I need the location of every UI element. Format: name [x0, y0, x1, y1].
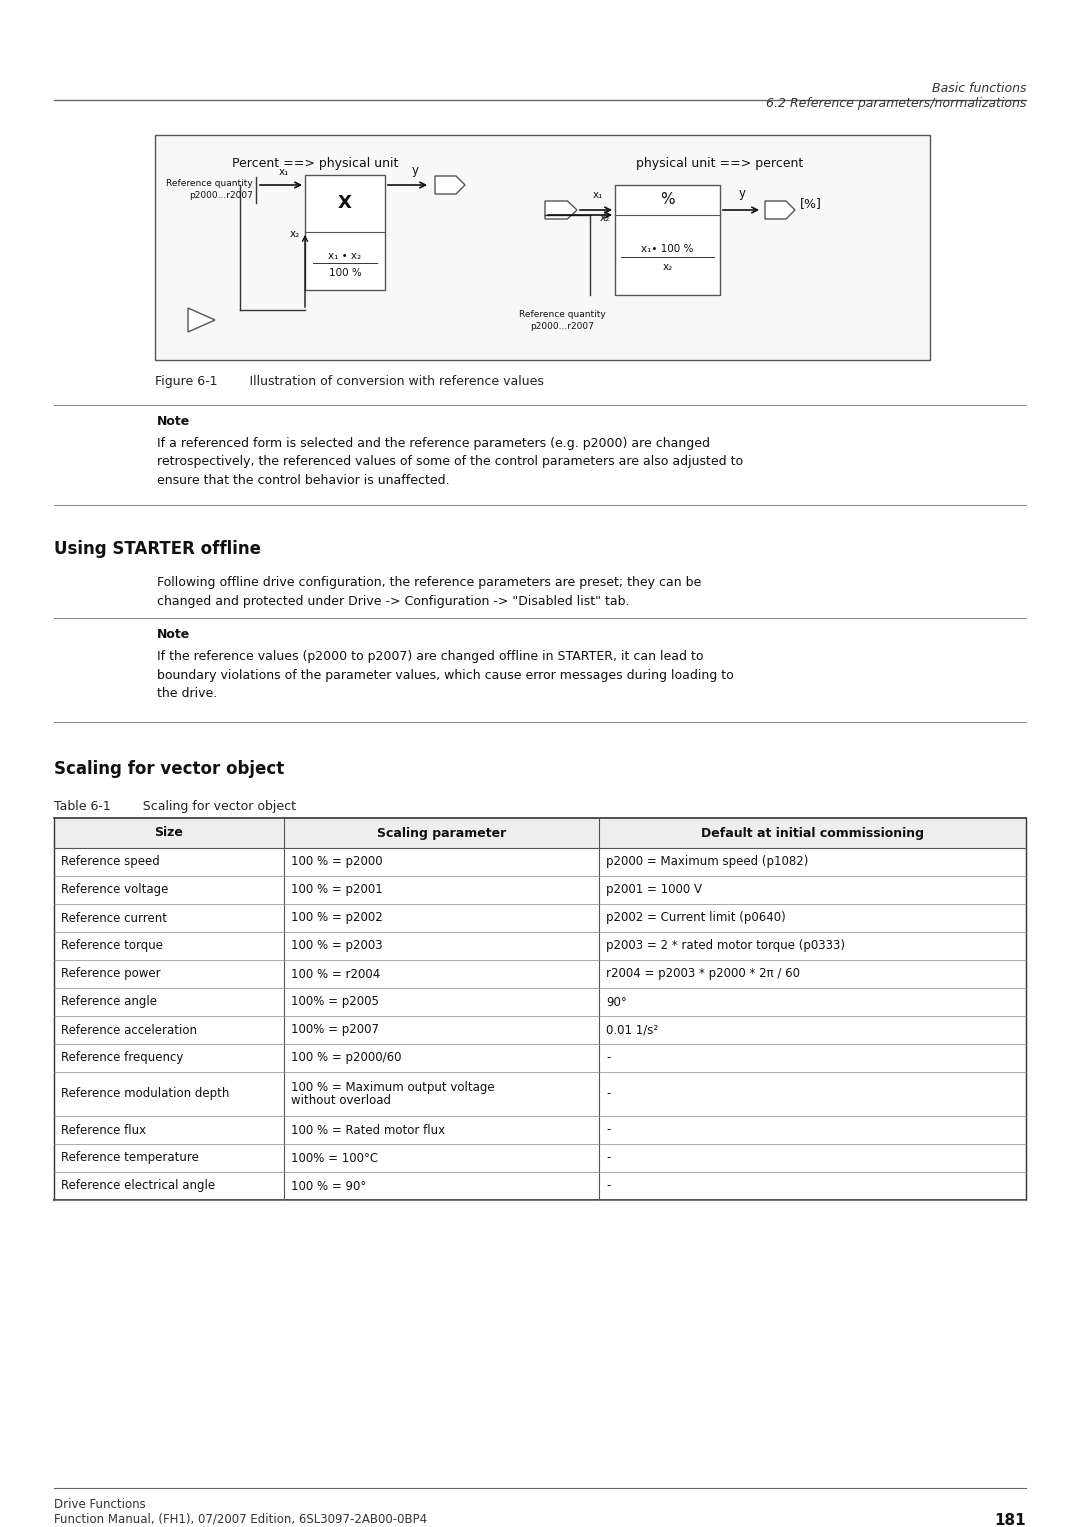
Text: 100 % = p2000/60: 100 % = p2000/60: [291, 1052, 402, 1064]
Text: Table 6-1        Scaling for vector object: Table 6-1 Scaling for vector object: [54, 800, 296, 812]
Bar: [156, 134, 930, 360]
Text: 100 % = p2000: 100 % = p2000: [291, 855, 382, 869]
Text: Reference voltage: Reference voltage: [60, 884, 168, 896]
Text: x₁ • x₂: x₁ • x₂: [328, 250, 362, 261]
Text: Reference angle: Reference angle: [60, 996, 157, 1008]
Text: Note: Note: [157, 415, 190, 428]
Text: Reference electrical angle: Reference electrical angle: [60, 1179, 215, 1193]
Polygon shape: [765, 202, 795, 218]
Polygon shape: [188, 308, 215, 331]
Text: 100 % = p2002: 100 % = p2002: [291, 912, 382, 924]
Text: physical unit ==> percent: physical unit ==> percent: [636, 157, 804, 169]
Text: 181: 181: [995, 1513, 1026, 1527]
Text: 100 % = p2001: 100 % = p2001: [291, 884, 382, 896]
Text: 100 % = r2004: 100 % = r2004: [291, 968, 380, 980]
Text: Reference modulation depth: Reference modulation depth: [60, 1087, 229, 1101]
Text: Basic functions: Basic functions: [931, 82, 1026, 95]
Text: 6.2 Reference parameters/normalizations: 6.2 Reference parameters/normalizations: [766, 98, 1026, 110]
Bar: [54, 818, 1026, 847]
Text: -: -: [606, 1179, 610, 1193]
Text: p2002 = Current limit (p0640): p2002 = Current limit (p0640): [606, 912, 786, 924]
Text: Reference temperature: Reference temperature: [60, 1151, 199, 1165]
Polygon shape: [435, 176, 465, 194]
Text: y: y: [411, 163, 419, 177]
Text: r2004 = p2003 * p2000 * 2π / 60: r2004 = p2003 * p2000 * 2π / 60: [606, 968, 800, 980]
Text: Percent ==> physical unit: Percent ==> physical unit: [232, 157, 399, 169]
Text: Reference current: Reference current: [60, 912, 167, 924]
Text: 100 % = Maximum output voltage: 100 % = Maximum output voltage: [291, 1081, 495, 1093]
Text: Reference speed: Reference speed: [60, 855, 160, 869]
Text: Size: Size: [154, 826, 184, 840]
Text: -: -: [606, 1124, 610, 1136]
Bar: [305, 176, 384, 290]
Text: Using STARTER offline: Using STARTER offline: [54, 541, 261, 557]
Text: X: X: [338, 194, 352, 212]
Text: 100% = 100°C: 100% = 100°C: [291, 1151, 378, 1165]
Text: Reference acceleration: Reference acceleration: [60, 1023, 197, 1037]
Text: 100% = p2007: 100% = p2007: [291, 1023, 379, 1037]
Text: 90°: 90°: [606, 996, 626, 1008]
Text: p2000...r2007: p2000...r2007: [189, 191, 253, 200]
Text: 100 % = p2003: 100 % = p2003: [291, 939, 382, 953]
Text: x₂: x₂: [599, 212, 610, 223]
Text: Following offline drive configuration, the reference parameters are preset; they: Following offline drive configuration, t…: [157, 576, 701, 608]
Text: Reference quantity: Reference quantity: [166, 179, 253, 188]
Text: y: y: [739, 186, 745, 200]
Text: -: -: [606, 1151, 610, 1165]
Text: x₁: x₁: [279, 166, 289, 177]
Text: p2000 = Maximum speed (p1082): p2000 = Maximum speed (p1082): [606, 855, 808, 869]
Text: Scaling for vector object: Scaling for vector object: [54, 760, 284, 777]
Text: x₂: x₂: [662, 263, 673, 272]
Text: Reference power: Reference power: [60, 968, 161, 980]
Text: p2000...r2007: p2000...r2007: [530, 322, 594, 331]
Text: 100 %: 100 %: [328, 269, 362, 278]
Text: Drive Functions: Drive Functions: [54, 1498, 146, 1512]
Text: without overload: without overload: [291, 1095, 391, 1107]
Text: -: -: [606, 1052, 610, 1064]
Text: 100% = p2005: 100% = p2005: [291, 996, 379, 1008]
Bar: [615, 185, 720, 295]
Text: 0.01 1/s²: 0.01 1/s²: [606, 1023, 658, 1037]
Text: 100 % = Rated motor flux: 100 % = Rated motor flux: [291, 1124, 445, 1136]
Text: Figure 6-1        Illustration of conversion with reference values: Figure 6-1 Illustration of conversion wi…: [156, 376, 544, 388]
Text: Reference quantity: Reference quantity: [518, 310, 606, 319]
Text: x₁: x₁: [593, 189, 604, 200]
Text: Function Manual, (FH1), 07/2007 Edition, 6SL3097-2AB00-0BP4: Function Manual, (FH1), 07/2007 Edition,…: [54, 1513, 427, 1525]
Text: [%]: [%]: [800, 197, 822, 211]
Text: If a referenced form is selected and the reference parameters (e.g. p2000) are c: If a referenced form is selected and the…: [157, 437, 743, 487]
Text: Scaling parameter: Scaling parameter: [377, 826, 507, 840]
Text: x₂: x₂: [289, 229, 300, 240]
Text: Reference torque: Reference torque: [60, 939, 163, 953]
Text: Default at initial commissioning: Default at initial commissioning: [701, 826, 924, 840]
Text: p2003 = 2 * rated motor torque (p0333): p2003 = 2 * rated motor torque (p0333): [606, 939, 845, 953]
Text: Reference frequency: Reference frequency: [60, 1052, 184, 1064]
Text: Reference flux: Reference flux: [60, 1124, 146, 1136]
Text: If the reference values (p2000 to p2007) are changed offline in STARTER, it can : If the reference values (p2000 to p2007)…: [157, 651, 733, 699]
Text: %: %: [660, 192, 675, 208]
Text: p2001 = 1000 V: p2001 = 1000 V: [606, 884, 702, 896]
Polygon shape: [545, 202, 577, 218]
Text: Note: Note: [157, 628, 190, 641]
Text: x₁• 100 %: x₁• 100 %: [642, 244, 693, 253]
Text: 100 % = 90°: 100 % = 90°: [291, 1179, 366, 1193]
Text: -: -: [606, 1087, 610, 1101]
